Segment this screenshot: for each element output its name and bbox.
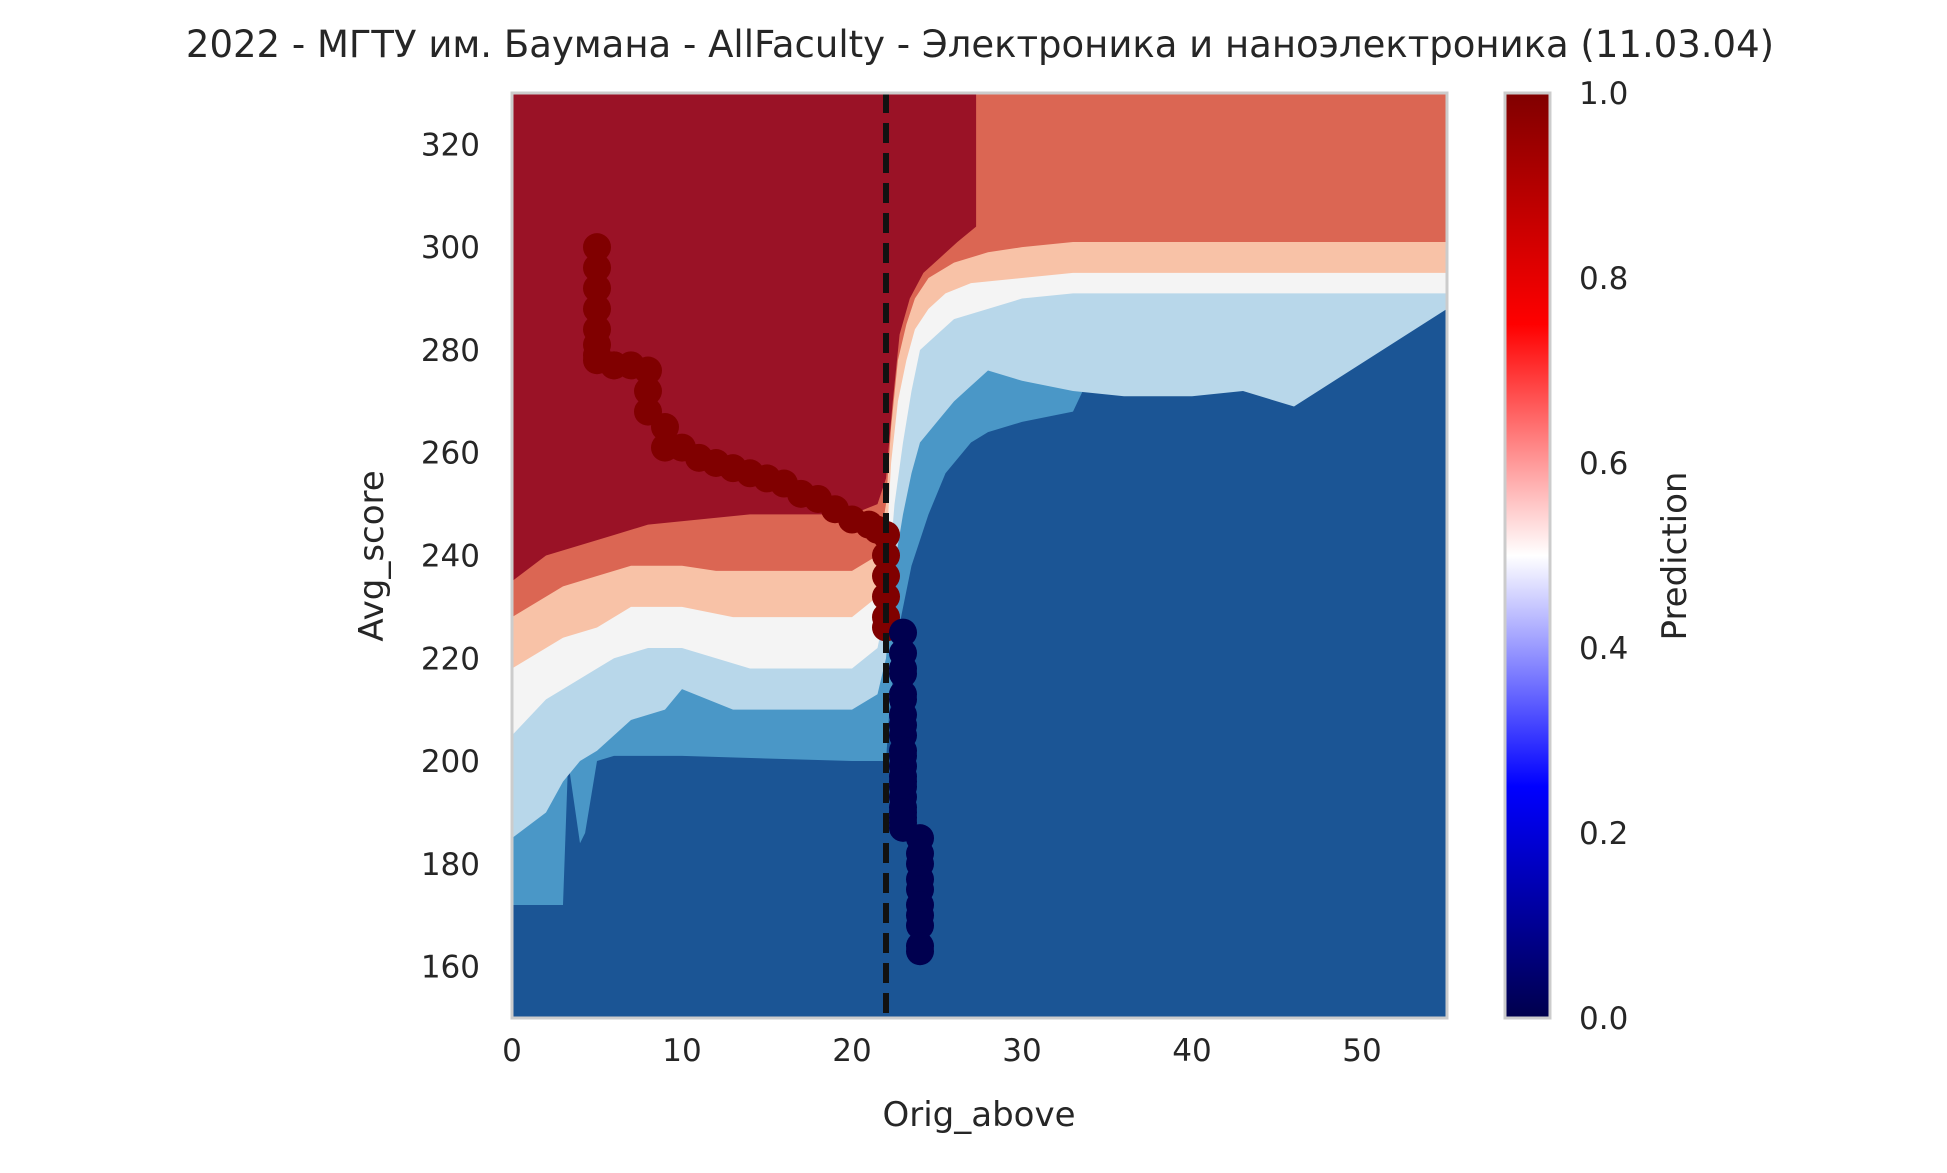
- point-approved: [651, 413, 679, 442]
- y-axis-label: Avg_score: [352, 470, 392, 641]
- plot-frame: [510, 91, 1449, 1020]
- colorbar-label: Prediction: [1655, 472, 1695, 641]
- colorbar-tick-label: 0.0: [1579, 1001, 1628, 1037]
- y-tick-label: 180: [421, 847, 480, 883]
- point-rejected: [889, 711, 917, 740]
- y-axis-ticks: 160 180 200 220 240 260 280 300 320: [421, 127, 480, 985]
- y-tick-label: 300: [421, 230, 480, 266]
- point-approved: [872, 520, 900, 549]
- point-rejected: [889, 618, 917, 647]
- scatter-points: [583, 233, 934, 966]
- x-tick-label: 50: [1342, 1033, 1381, 1069]
- colorbar-tick-label: 0.6: [1579, 446, 1628, 482]
- point-approved: [634, 356, 662, 385]
- x-tick-label: 30: [1002, 1033, 1041, 1069]
- point-rejected: [889, 685, 917, 714]
- y-tick-label: 240: [421, 539, 480, 575]
- y-tick-label: 280: [421, 333, 480, 369]
- contour-regions: [512, 93, 1447, 1018]
- colorbar-gradient: [1503, 91, 1552, 1020]
- x-tick-label: 0: [502, 1033, 522, 1069]
- point-approved: [583, 233, 611, 262]
- x-tick-label: 20: [832, 1033, 871, 1069]
- colorbar-tick-label: 0.2: [1579, 816, 1628, 852]
- point-approved: [583, 294, 611, 323]
- point-approved: [583, 274, 611, 303]
- contour-level-6: [512, 93, 977, 582]
- y-tick-label: 260: [421, 436, 480, 472]
- point-approved: [583, 253, 611, 282]
- point-approved: [634, 377, 662, 406]
- point-rejected: [889, 767, 917, 796]
- x-tick-label: 10: [662, 1033, 701, 1069]
- colorbar-tick-label: 1.0: [1579, 76, 1628, 112]
- x-axis-label: Orig_above: [882, 1095, 1075, 1135]
- y-tick-label: 320: [421, 127, 480, 163]
- point-approved: [872, 582, 900, 611]
- chart-title: 2022 - МГТУ им. Баумана - AllFaculty - Э…: [186, 23, 1774, 66]
- point-rejected: [889, 736, 917, 765]
- plot-area: [512, 93, 1447, 1018]
- y-tick-label: 200: [421, 744, 480, 780]
- x-tick-label: 40: [1172, 1033, 1211, 1069]
- colorbar-ticks: 0.0 0.2 0.4 0.6 0.8 1.0: [1579, 76, 1628, 1037]
- y-tick-label: 220: [421, 641, 480, 677]
- y-tick-label: 160: [421, 950, 480, 986]
- x-axis-ticks: 0 10 20 30 40 50: [502, 1033, 1382, 1069]
- colorbar-tick-label: 0.4: [1579, 631, 1628, 667]
- point-rejected: [906, 937, 934, 966]
- colorbar-tick-label: 0.8: [1579, 261, 1628, 297]
- point-rejected: [906, 911, 934, 940]
- point-rejected: [889, 654, 917, 683]
- colorbar: 0.0 0.2 0.4 0.6 0.8 1.0 Prediction: [1503, 76, 1695, 1037]
